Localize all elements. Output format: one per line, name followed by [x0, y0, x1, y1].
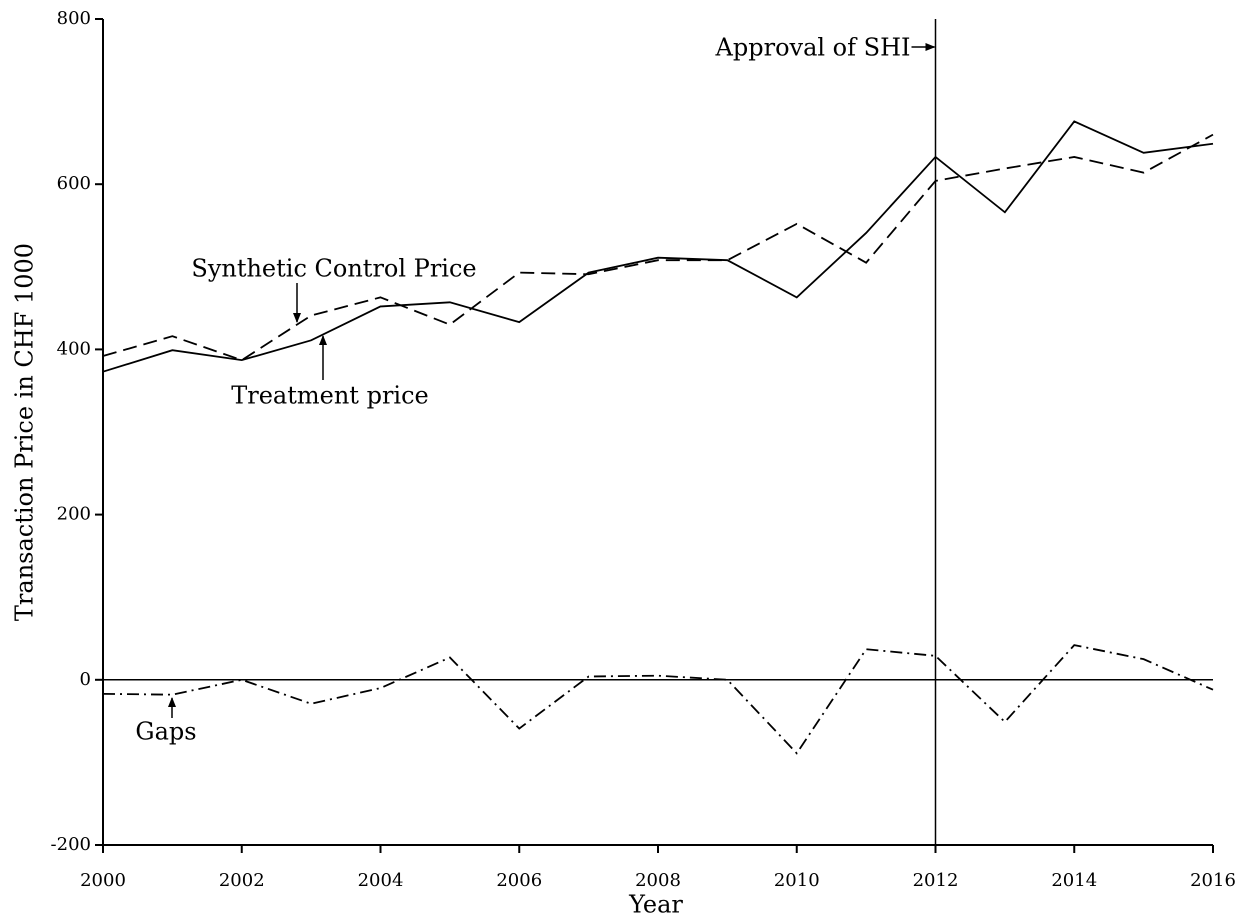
- series-label: Synthetic Control Price: [191, 255, 476, 283]
- x-tick-label: 2004: [358, 870, 404, 891]
- y-tick-label: -200: [51, 834, 91, 855]
- series-line: [102, 644, 1214, 755]
- series-label: Gaps: [135, 718, 196, 746]
- event-label: Approval of SHI: [715, 34, 911, 62]
- x-axis-title: Year: [628, 891, 683, 919]
- x-tick-label: 2016: [1190, 870, 1236, 891]
- series-line: [102, 120, 1214, 373]
- y-tick-label: 800: [57, 8, 91, 29]
- series-line: [102, 133, 1214, 362]
- y-tick-label: 200: [57, 504, 91, 525]
- x-tick-label: 2008: [635, 870, 681, 891]
- y-tick-label: 400: [57, 338, 91, 359]
- x-tick-label: 2010: [774, 870, 820, 891]
- y-axis-title: Transaction Price in CHF 1000: [11, 243, 39, 621]
- x-tick-label: 2014: [1051, 870, 1097, 891]
- series-label: Treatment price: [231, 382, 428, 410]
- x-tick-label: 2002: [219, 870, 265, 891]
- y-tick-label: 600: [57, 173, 91, 194]
- x-tick-label: 2000: [80, 870, 126, 891]
- x-tick-label: 2006: [496, 870, 542, 891]
- x-tick-label: 2012: [913, 870, 959, 891]
- y-tick-label: 0: [80, 669, 91, 690]
